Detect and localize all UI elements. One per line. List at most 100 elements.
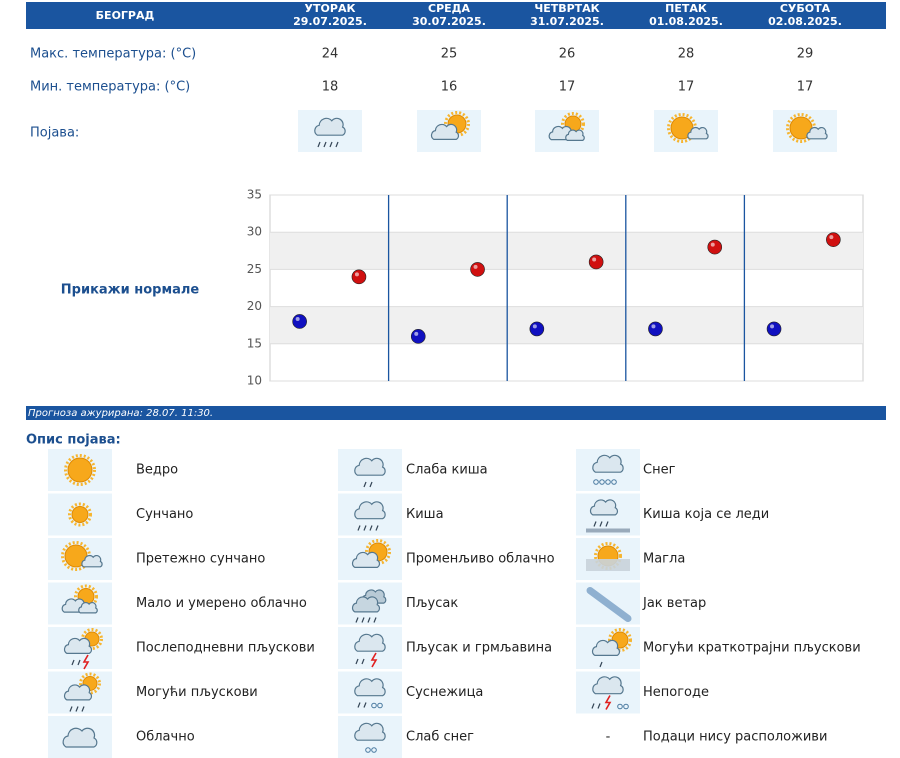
drop	[75, 706, 79, 712]
day-name: СУБОТА	[780, 2, 831, 15]
cloud	[351, 596, 381, 613]
drop	[591, 703, 595, 709]
legend-title: Опис појава:	[26, 433, 121, 448]
cloud	[354, 633, 386, 652]
drop	[367, 617, 371, 623]
point	[588, 254, 604, 270]
drop	[597, 703, 601, 709]
cloud	[81, 555, 103, 568]
day-name: ЧЕТВРТАК	[534, 2, 599, 15]
y-tick-label: 20	[247, 299, 262, 313]
legend-label: Облачно	[136, 730, 195, 745]
drop	[593, 521, 597, 527]
flake	[605, 479, 611, 485]
drop	[363, 525, 367, 531]
drop	[77, 659, 81, 666]
cloud	[351, 551, 381, 568]
grid-band	[270, 306, 863, 344]
cloud	[63, 684, 93, 701]
point-shine	[295, 316, 300, 321]
flake	[593, 479, 599, 485]
day-name: СРЕДА	[428, 2, 470, 15]
drop	[369, 525, 373, 531]
cell-value: 28	[678, 47, 695, 62]
weather-icon	[338, 716, 402, 758]
cloud	[354, 722, 386, 741]
cloud	[806, 127, 828, 140]
row-label: Мин. температура: (°C)	[30, 80, 190, 95]
drop	[363, 481, 367, 488]
point-shine	[829, 235, 834, 240]
legend-label: Ведро	[136, 463, 178, 478]
bolt	[370, 652, 378, 668]
cloud	[354, 457, 386, 476]
day-date: 29.07.2025.	[293, 15, 367, 28]
weather-icon	[338, 671, 402, 714]
flake	[617, 703, 623, 710]
legend-label: Магла	[643, 552, 685, 567]
show-normals[interactable]: Прикажи нормале	[61, 283, 200, 298]
drop	[329, 141, 333, 148]
weather-icon	[48, 671, 112, 714]
drop	[335, 141, 339, 148]
weather-icon	[48, 716, 112, 758]
cloud	[78, 602, 98, 614]
drop	[357, 702, 361, 708]
legend-label: Киша која се леди	[643, 507, 769, 522]
legend-label: Могући краткотрајни пљускови	[643, 641, 861, 656]
update-bar	[26, 406, 886, 420]
drop	[599, 521, 603, 527]
cloud	[354, 501, 386, 520]
y-tick-label: 35	[247, 188, 262, 202]
weather-icon	[48, 538, 112, 580]
point-shine	[473, 264, 478, 269]
flake	[623, 703, 629, 710]
y-tick-label: 15	[247, 336, 262, 350]
ice	[586, 528, 630, 533]
point-shine	[710, 242, 715, 247]
drop	[317, 141, 321, 148]
weather-icon	[48, 449, 112, 491]
cloud	[592, 676, 624, 695]
weather-icon	[576, 671, 640, 714]
header-bar	[26, 2, 886, 29]
sun-rays	[594, 542, 622, 570]
drop	[355, 617, 359, 623]
legend-label: Пљусак	[406, 596, 458, 611]
cell-value: 16	[441, 80, 458, 95]
point	[351, 269, 367, 285]
legend-label: Непогоде	[643, 685, 709, 700]
cloud	[354, 678, 386, 697]
cloud	[589, 499, 619, 516]
drop	[361, 658, 365, 665]
weather-icon	[576, 449, 640, 491]
legend-label: Променљиво облачно	[406, 552, 555, 567]
day-date: 31.07.2025.	[530, 15, 604, 28]
weather-icon	[535, 110, 599, 152]
day-name: ПЕТАК	[665, 2, 707, 15]
weather-icon	[48, 627, 112, 670]
sun	[71, 506, 89, 523]
bolt	[82, 654, 90, 670]
cell-value: 25	[441, 47, 458, 62]
weather-icon	[338, 538, 402, 580]
y-tick-label: 10	[247, 374, 262, 388]
legend-label: Мало и умерено облачно	[136, 596, 307, 611]
weather-icon	[576, 493, 640, 536]
sun-rays	[79, 672, 101, 695]
legend-label: Пљусак и грмљавина	[406, 641, 552, 656]
flake	[611, 479, 617, 485]
weather-icon	[338, 582, 402, 625]
legend-label: Претежно сунчано	[136, 552, 265, 567]
flake	[599, 479, 605, 485]
drop	[361, 617, 365, 623]
cloud	[565, 129, 585, 141]
point	[470, 262, 485, 277]
cell-value: 17	[797, 80, 814, 95]
cloud	[314, 117, 346, 136]
cloud	[62, 727, 98, 748]
updated: Прогноза ажурирана: 28.07. 11:30.	[28, 408, 213, 419]
flake	[365, 747, 371, 753]
cell-value: 24	[322, 47, 339, 62]
drop	[355, 658, 359, 665]
